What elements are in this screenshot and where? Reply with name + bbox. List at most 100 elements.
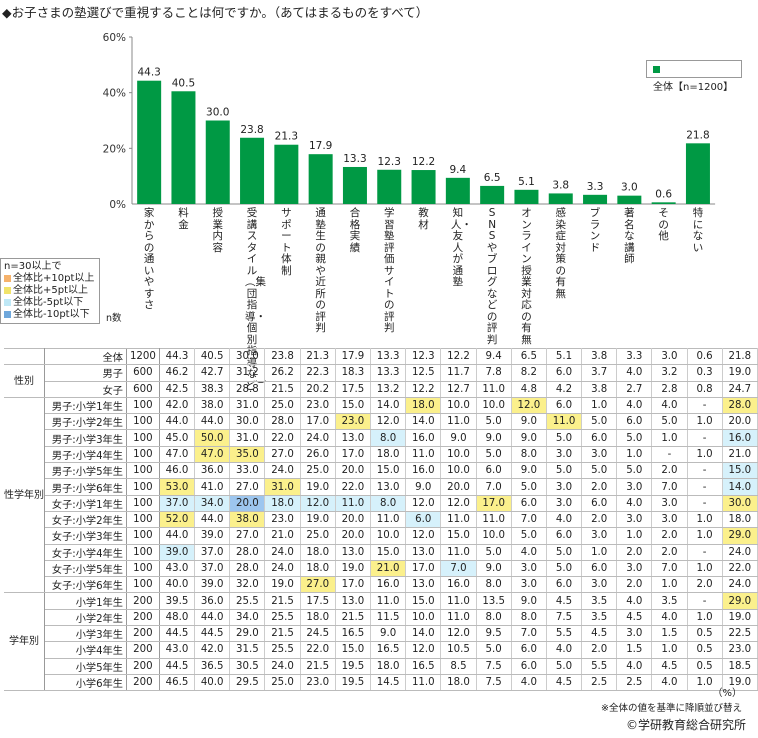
table-cell: 21.5 xyxy=(264,625,301,643)
table-cell: 40.0 xyxy=(159,576,196,594)
table-cell: 19.0 xyxy=(300,510,336,529)
table-cell: 19.5 xyxy=(335,657,372,675)
bar-value-label: 3.0 xyxy=(621,182,638,194)
table-cell: 12.0 xyxy=(440,625,477,643)
table-cell: 13.0 xyxy=(370,478,407,496)
table-cell: 1.0 xyxy=(687,510,723,529)
table-row: 女子:小学3年生 100 44.0 39.0 27.0 21.0 25.0 20.0 10.0 1… xyxy=(4,527,758,545)
table-cell: 6.0 xyxy=(405,510,442,529)
table-cell: 37.0 xyxy=(194,559,231,578)
bar-value-label: 3.3 xyxy=(587,181,604,193)
table-cell: 3.0 xyxy=(651,347,688,366)
table-cell: 34.0 xyxy=(229,608,266,627)
bar-chart: 0% 20% 40% 60% 44.3 40.5 30.0 23.8 21.3 17.9 13.3 1… xyxy=(103,32,716,211)
table-row: 男子:小学6年生 100 53.0 41.0 27.0 31.0 19.0 22.0 13.0 9… xyxy=(4,478,758,496)
table-cell: 13.0 xyxy=(335,429,372,447)
table-cell: 11.5 xyxy=(370,608,407,627)
table-cell: 5.5 xyxy=(546,625,583,643)
table-cell: 11.0 xyxy=(370,510,407,529)
table-row: 小学3年生 200 44.5 44.5 29.0 21.5 24.5 16.5 9.0 14.0 1… xyxy=(4,625,758,643)
table-cell: 47.0 xyxy=(194,445,231,464)
table-cell: 7.0 xyxy=(511,625,547,643)
table-row: 女子:小学4年生 100 39.0 37.0 28.0 24.0 18.0 13.0 15.0 1… xyxy=(4,543,758,561)
table-cell: 1.0 xyxy=(581,543,618,561)
table-row: 女子:小学6年生 100 40.0 39.0 32.0 19.0 27.0 17.0 16.0 1… xyxy=(4,576,758,594)
key-swatch xyxy=(4,274,11,282)
table-row: 男子:小学4年生 100 47.0 47.0 35.0 27.0 26.0 17.0 18.0 1… xyxy=(4,445,758,464)
category-label: 料金 xyxy=(178,207,189,231)
table-cell: 17.0 xyxy=(335,445,372,464)
row-n: 100 xyxy=(125,527,160,545)
table-cell: 2.0 xyxy=(651,527,688,545)
row-n: 100 xyxy=(125,478,160,496)
row-n: 100 xyxy=(125,576,160,594)
table-cell: 10.0 xyxy=(476,527,512,545)
table-cell: 28.8 xyxy=(229,380,266,398)
table-cell: 3.5 xyxy=(651,592,688,610)
table-row: 小学2年生 200 48.0 44.0 34.0 25.5 18.0 21.5 11.5 10.0… xyxy=(4,608,758,627)
table-cell: 8.0 xyxy=(370,429,407,447)
table-cell: 19.0 xyxy=(264,576,301,594)
table-cell: 48.0 xyxy=(159,608,196,627)
row-label: 女子 xyxy=(44,380,127,398)
table-cell: 7.8 xyxy=(476,364,512,382)
category-label: オンライン授業対応の有無 xyxy=(521,207,532,346)
table-cell: 21.0 xyxy=(264,527,301,545)
row-label: 男子:小学6年生 xyxy=(44,478,127,496)
table-cell: 18.3 xyxy=(335,364,372,382)
bar-value-label: 12.2 xyxy=(412,156,435,168)
table-cell: 4.0 xyxy=(651,608,688,627)
table-cell: 5.1 xyxy=(546,347,583,366)
table-cell: 25.0 xyxy=(264,396,301,415)
bar xyxy=(342,166,367,204)
table-cell: 38.0 xyxy=(229,510,266,529)
table-cell: 19.5 xyxy=(335,673,372,692)
table-cell: 36.5 xyxy=(194,657,231,675)
table-cell: 21.0 xyxy=(722,445,758,464)
bar xyxy=(617,195,642,204)
table-cell: 43.0 xyxy=(159,641,196,659)
bar xyxy=(240,137,265,204)
bar-value-label: 30.0 xyxy=(206,107,229,119)
row-n: 100 xyxy=(125,543,160,561)
table-cell: 8.5 xyxy=(440,657,477,675)
table-cell: 50.0 xyxy=(194,429,231,447)
table-cell: 3.0 xyxy=(546,494,583,512)
table-cell: 23.0 xyxy=(264,510,301,529)
table-cell: 45.0 xyxy=(159,429,196,447)
table-cell: 19.0 xyxy=(722,364,758,382)
table-cell: 25.5 xyxy=(264,641,301,659)
table-cell: 3.0 xyxy=(546,445,583,464)
table-cell: 21.0 xyxy=(370,559,407,578)
legend-label: 全体【n=1200】 xyxy=(653,82,734,93)
bar xyxy=(274,144,299,204)
table-cell: 39.5 xyxy=(159,592,196,610)
table-cell: 11.0 xyxy=(440,543,477,561)
data-table: 全体 1200 44.3 40.5 30.0 23.8 21.3 17.9 13.3 12.3 12… xyxy=(4,347,758,692)
table-cell: 12.0 xyxy=(405,641,442,659)
table-cell: 5.0 xyxy=(616,429,653,447)
table-cell: 2.5 xyxy=(616,673,653,692)
table-cell: 23.0 xyxy=(300,396,336,415)
table-cell: 4.2 xyxy=(546,380,583,398)
key-swatch xyxy=(4,298,11,306)
row-label: 小学5年生 xyxy=(44,657,127,675)
table-cell: 1.0 xyxy=(581,396,618,415)
table-cell: 25.0 xyxy=(300,462,336,480)
category-label: 学習塾評価サイトの評判 xyxy=(384,207,395,334)
table-cell: 18.0 xyxy=(264,494,301,512)
table-cell: 24.0 xyxy=(264,543,301,561)
table-cell: 10.5 xyxy=(440,641,477,659)
table-cell: 27.0 xyxy=(229,527,266,545)
table-cell: 13.5 xyxy=(476,592,512,610)
table-cell: 25.0 xyxy=(300,527,336,545)
table-cell: 3.7 xyxy=(581,364,618,382)
table-cell: 3.0 xyxy=(616,510,653,529)
table-cell: 21.5 xyxy=(335,608,372,627)
table-cell: 6.0 xyxy=(546,576,583,594)
table-cell: 41.0 xyxy=(194,478,231,496)
table-cell: - xyxy=(687,462,723,480)
table-cell: 27.0 xyxy=(229,478,266,496)
row-label: 女子:小学3年生 xyxy=(44,527,127,545)
table-cell: 29.0 xyxy=(229,625,266,643)
